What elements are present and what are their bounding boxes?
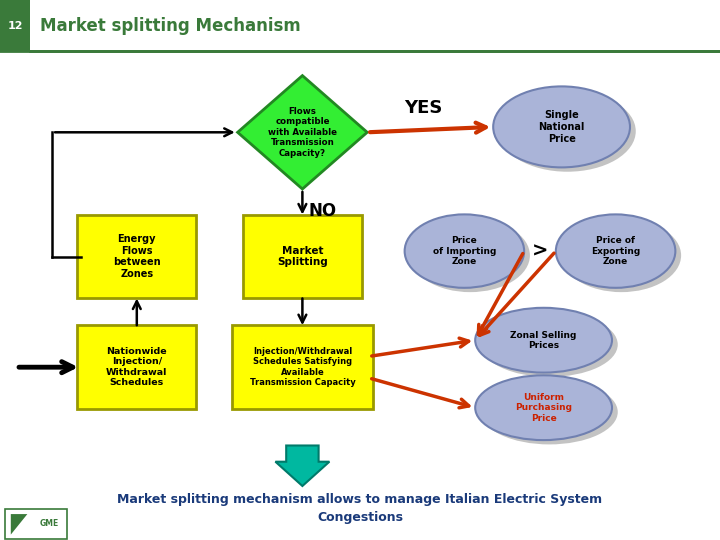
Text: Market splitting Mechanism: Market splitting Mechanism	[40, 17, 300, 35]
Ellipse shape	[405, 214, 524, 288]
Text: Nationwide
Injection/
Withdrawal
Schedules: Nationwide Injection/ Withdrawal Schedul…	[106, 347, 168, 387]
Ellipse shape	[475, 308, 612, 373]
FancyBboxPatch shape	[243, 214, 361, 298]
Ellipse shape	[499, 91, 636, 172]
Ellipse shape	[493, 86, 630, 167]
FancyBboxPatch shape	[232, 325, 373, 409]
Polygon shape	[238, 76, 367, 189]
Text: Single
National
Price: Single National Price	[539, 110, 585, 144]
Ellipse shape	[481, 380, 618, 444]
Text: >: >	[532, 241, 548, 261]
Ellipse shape	[562, 219, 681, 292]
Text: Flows
compatible
with Available
Transmission
Capacity?: Flows compatible with Available Transmis…	[268, 107, 337, 158]
Text: Energy
Flows
between
Zones: Energy Flows between Zones	[113, 234, 161, 279]
FancyBboxPatch shape	[78, 214, 196, 298]
Ellipse shape	[481, 312, 618, 377]
Text: Zonal Selling
Prices: Zonal Selling Prices	[510, 330, 577, 350]
Text: Price
of Importing
Zone: Price of Importing Zone	[433, 236, 496, 266]
Ellipse shape	[410, 219, 530, 292]
FancyBboxPatch shape	[5, 509, 67, 539]
Text: Price of
Exporting
Zone: Price of Exporting Zone	[591, 236, 640, 266]
FancyBboxPatch shape	[78, 325, 196, 409]
Polygon shape	[11, 514, 27, 535]
Polygon shape	[275, 446, 329, 486]
Text: Injection/Withdrawal
Schedules Satisfying
Available
Transmission Capacity: Injection/Withdrawal Schedules Satisfyin…	[250, 347, 355, 387]
Text: Uniform
Purchasing
Price: Uniform Purchasing Price	[515, 393, 572, 423]
Text: Market
Splitting: Market Splitting	[277, 246, 328, 267]
Text: Congestions: Congestions	[317, 511, 403, 524]
Text: NO: NO	[308, 201, 336, 220]
FancyBboxPatch shape	[0, 0, 30, 51]
Text: 12: 12	[7, 21, 23, 31]
Ellipse shape	[556, 214, 675, 288]
Ellipse shape	[475, 375, 612, 440]
Text: Market splitting mechanism allows to manage Italian Electric System: Market splitting mechanism allows to man…	[117, 493, 603, 506]
Text: GME: GME	[40, 519, 59, 528]
Text: YES: YES	[404, 99, 442, 117]
